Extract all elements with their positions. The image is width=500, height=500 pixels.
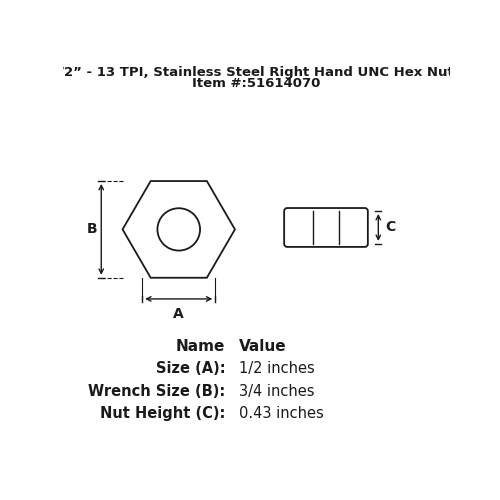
Text: Size (A):: Size (A): bbox=[156, 362, 225, 376]
Text: 0.43 inches: 0.43 inches bbox=[239, 406, 324, 421]
Text: C: C bbox=[386, 220, 396, 234]
Text: Name: Name bbox=[176, 339, 225, 354]
Text: B: B bbox=[86, 222, 97, 236]
Text: 3/4 inches: 3/4 inches bbox=[239, 384, 314, 399]
Text: 1/2 inches: 1/2 inches bbox=[239, 362, 314, 376]
Text: Wrench Size (B):: Wrench Size (B): bbox=[88, 384, 225, 399]
Text: Item #:51614070: Item #:51614070 bbox=[192, 78, 320, 90]
Text: A: A bbox=[174, 308, 184, 322]
Text: Nut Height (C):: Nut Height (C): bbox=[100, 406, 225, 421]
Text: 1/2” - 13 TPI, Stainless Steel Right Hand UNC Hex Nuts: 1/2” - 13 TPI, Stainless Steel Right Han… bbox=[50, 66, 462, 79]
Text: Value: Value bbox=[239, 339, 286, 354]
